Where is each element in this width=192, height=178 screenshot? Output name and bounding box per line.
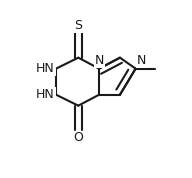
Text: N: N <box>94 54 104 67</box>
Text: HN: HN <box>36 88 55 101</box>
Text: N: N <box>137 54 146 67</box>
Text: HN: HN <box>36 62 55 75</box>
Text: S: S <box>74 19 82 32</box>
Text: O: O <box>73 131 83 144</box>
